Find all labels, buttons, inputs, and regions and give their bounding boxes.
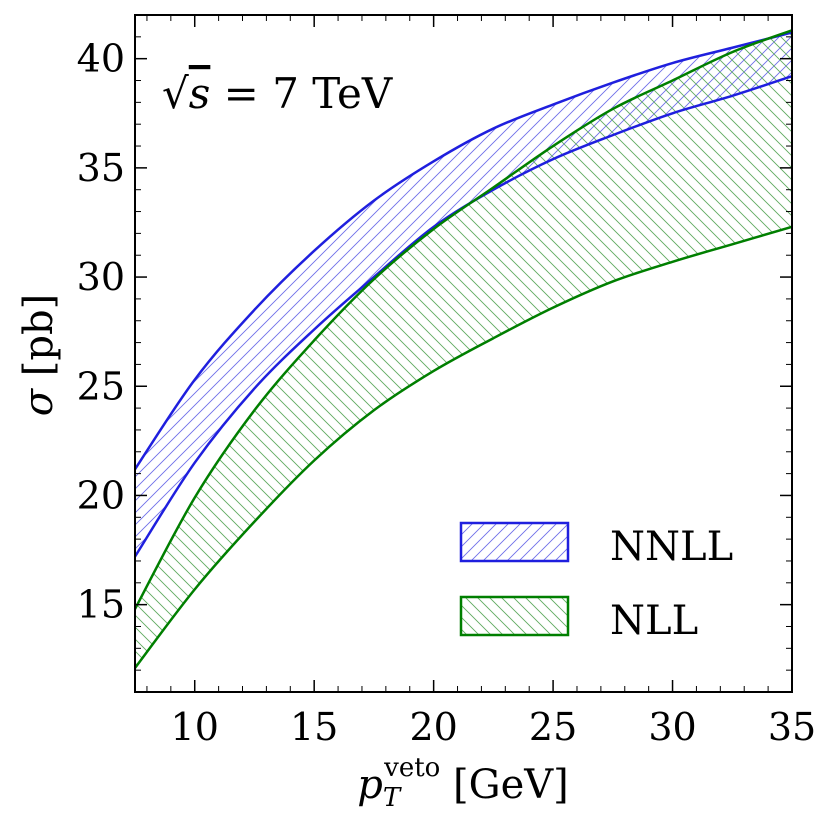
y-axis-label: σ [pb] [16, 294, 62, 416]
y-tick-label: 20 [77, 473, 125, 517]
annotation-rest: = 7 TeV [210, 69, 393, 118]
nnll-upper-line [135, 31, 792, 470]
y-tick-label: 35 [77, 146, 125, 190]
x-tick-labels: 10 15 20 25 30 35 [171, 705, 817, 749]
annotation-variable: s [189, 69, 211, 118]
y-tick-labels: 15 20 25 30 35 40 [77, 37, 125, 627]
annotation: √s = 7 TeV [162, 69, 393, 118]
x-axis-label-sub: T [383, 783, 402, 813]
x-tick-label: 35 [768, 705, 816, 749]
y-tick-label: 25 [77, 364, 125, 408]
annotation-sqrt: √ [162, 69, 189, 118]
y-tick-label: 30 [77, 255, 125, 299]
y-axis-label-symbol: σ [16, 387, 62, 416]
svg-text:√s = 7 TeV: √s = 7 TeV [162, 69, 393, 118]
x-tick-label: 20 [409, 705, 457, 749]
bands-group [135, 29, 792, 669]
nnll-lower-line [135, 74, 792, 558]
legend-swatch-nnll [459, 521, 570, 563]
legend: NNLL NLL [459, 521, 733, 644]
legend-label-nnll: NNLL [610, 524, 733, 570]
x-axis-label: pTveto [GeV] [357, 753, 569, 813]
nll-band-fill [135, 30, 792, 668]
nll-upper-line [135, 29, 792, 610]
x-tick-label: 10 [171, 705, 219, 749]
x-tick-label: 30 [648, 705, 696, 749]
x-tick-label: 15 [290, 705, 338, 749]
x-axis-label-unit: [GeV] [440, 762, 568, 808]
x-axis-label-sup: veto [383, 753, 440, 783]
legend-label-nll: NLL [610, 598, 698, 644]
legend-swatch-nll [459, 595, 570, 637]
nll-lower-line [135, 225, 792, 669]
y-tick-label: 40 [77, 37, 125, 81]
x-axis-label-main: p [357, 762, 383, 808]
y-axis-label-unit: [pb] [16, 294, 62, 389]
y-tick-label: 15 [77, 583, 125, 627]
x-tick-label: 25 [529, 705, 577, 749]
plot-frame [134, 14, 793, 693]
